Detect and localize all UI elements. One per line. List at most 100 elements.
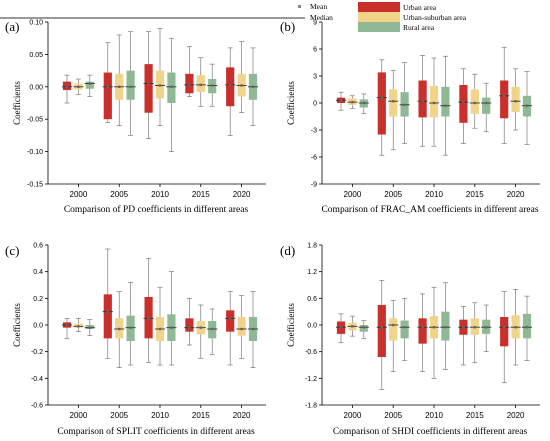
panel-2: (b) 9 6 3 0 -3 -6 -9 Coefficients Comparison of F… <box>280 19 540 215</box>
mean-marker-urban <box>380 96 383 99</box>
mean-marker-urban <box>147 82 150 85</box>
mean-marker-rural <box>525 104 529 107</box>
box-urban <box>500 317 509 347</box>
mean-marker-urban <box>339 99 343 102</box>
box-urban-suburban <box>511 86 520 112</box>
box-urban-suburban <box>470 89 479 114</box>
mean-marker-rural <box>129 326 132 329</box>
mean-marker-rural <box>444 326 447 329</box>
y-tick-label: 9 <box>313 20 317 27</box>
mean-marker-urban <box>421 100 424 103</box>
mean-marker-urban-suburban <box>240 327 243 331</box>
y-tick-label: -0.4 <box>31 376 43 383</box>
mean-marker-urban-suburban <box>473 101 476 105</box>
mean-marker-urban-suburban <box>240 84 243 87</box>
y-tick-label: 1.8 <box>307 243 317 250</box>
mean-marker-urban-suburban <box>432 326 436 329</box>
y-tick-label: -9 <box>311 182 317 189</box>
x-tick-label: 2000 <box>344 411 362 420</box>
legend-mean-marker <box>298 5 301 8</box>
y-tick-label: 6 <box>313 47 317 54</box>
box-urban <box>226 310 235 332</box>
x-tick-label: 2005 <box>384 190 402 199</box>
mean-marker-urban-suburban <box>514 100 517 103</box>
mean-marker-urban <box>65 85 69 88</box>
y-tick-label: -0.2 <box>31 349 43 356</box>
x-tick-label: 2010 <box>151 411 169 420</box>
x-tick-label: 2000 <box>344 190 362 199</box>
mean-marker-rural <box>362 101 365 105</box>
mean-marker-urban <box>106 310 109 313</box>
mean-marker-rural <box>251 85 255 88</box>
mean-marker-rural <box>211 327 214 331</box>
x-tick-label: 2020 <box>233 190 251 199</box>
box-urban <box>459 85 468 123</box>
y-tick-label: 3 <box>313 74 317 81</box>
legend-swatch-rural <box>358 22 400 32</box>
x-axis-label: Comparison of SPLIT coefficients in diff… <box>57 426 255 437</box>
x-tick-label: 2020 <box>507 411 525 420</box>
mean-marker-urban <box>147 317 150 320</box>
mean-marker-rural <box>403 103 406 106</box>
mean-marker-rural <box>211 84 214 87</box>
mean-marker-urban-suburban <box>392 323 395 327</box>
x-tick-label: 2015 <box>192 190 210 199</box>
x-tick-label: 2010 <box>425 190 443 199</box>
mean-marker-urban-suburban <box>77 325 80 328</box>
mean-marker-urban-suburban <box>118 85 121 88</box>
mean-marker-urban <box>229 317 232 320</box>
box-urban <box>103 294 112 339</box>
x-tick-label: 2000 <box>70 190 88 199</box>
panels: (a) 0.100.050.00-0.05-0.10-0.15Coefficien… <box>5 19 540 437</box>
mean-marker-rural <box>525 326 529 329</box>
box-rural <box>482 97 491 114</box>
x-axis-label: Comparison of PD coefficients in differe… <box>64 204 249 215</box>
x-tick-label: 2010 <box>151 190 169 199</box>
legend: Mean Median Urban area Urban-suburban ar… <box>0 2 467 32</box>
x-axis-label: Comparison of SHDI coefficients in diffe… <box>333 426 528 437</box>
y-tick-label: -6 <box>311 155 317 162</box>
x-tick-label: 2005 <box>110 411 128 420</box>
mean-marker-urban-suburban <box>199 326 202 329</box>
y-tick-label: -0.6 <box>31 403 43 410</box>
box-urban <box>418 80 427 118</box>
box-urban <box>185 73 194 94</box>
y-tick-label: 0.2 <box>33 296 43 303</box>
box-urban-suburban <box>196 75 205 92</box>
panel-1: (a) 0.10 0.05 0.00 -0.05 -0.10 -0.15 Coefficien… <box>5 19 266 215</box>
y-tick-label: 0 <box>313 101 317 108</box>
mean-marker-rural <box>485 326 488 329</box>
box-rural <box>400 320 409 339</box>
box-urban-suburban <box>429 85 439 118</box>
mean-marker-urban <box>65 323 69 327</box>
legend-label-urban: Urban area <box>403 3 437 12</box>
mean-marker-urban <box>462 100 465 104</box>
y-tick-label: -1.8 <box>305 403 317 410</box>
y-axis-label: Coefficients <box>12 303 22 347</box>
panel-label: (a) <box>5 19 19 34</box>
box-urban <box>185 318 194 332</box>
y-tick-label: 0.6 <box>33 243 43 250</box>
box-rural <box>85 81 94 89</box>
y-tick-label: -3 <box>311 128 317 135</box>
mean-marker-urban-suburban <box>432 101 436 105</box>
x-tick-label: 2015 <box>466 190 484 199</box>
box-urban-suburban <box>237 317 246 336</box>
legend-label-urban-suburban: Urban-suburban area <box>403 13 467 22</box>
y-axis-label: Coefficients <box>286 81 296 125</box>
mean-marker-rural <box>403 326 406 329</box>
x-tick-label: 2005 <box>110 190 128 199</box>
mean-marker-rural <box>251 327 255 331</box>
panel-label: (c) <box>5 243 19 258</box>
mean-marker-urban-suburban <box>199 83 202 87</box>
box-urban <box>500 80 509 119</box>
legend-median-label: Median <box>310 13 333 22</box>
mean-marker-rural <box>362 326 365 329</box>
y-tick-label: -0.15 <box>27 182 43 189</box>
y-tick-label: -0.10 <box>27 149 43 156</box>
mean-marker-rural <box>170 326 173 329</box>
x-tick-label: 2015 <box>192 411 210 420</box>
box-urban <box>226 67 235 107</box>
panel-3: (c) 0.6 0.4 0.2 0.0 -0.2 -0.4 -0.6 Coefficients C… <box>5 243 266 437</box>
